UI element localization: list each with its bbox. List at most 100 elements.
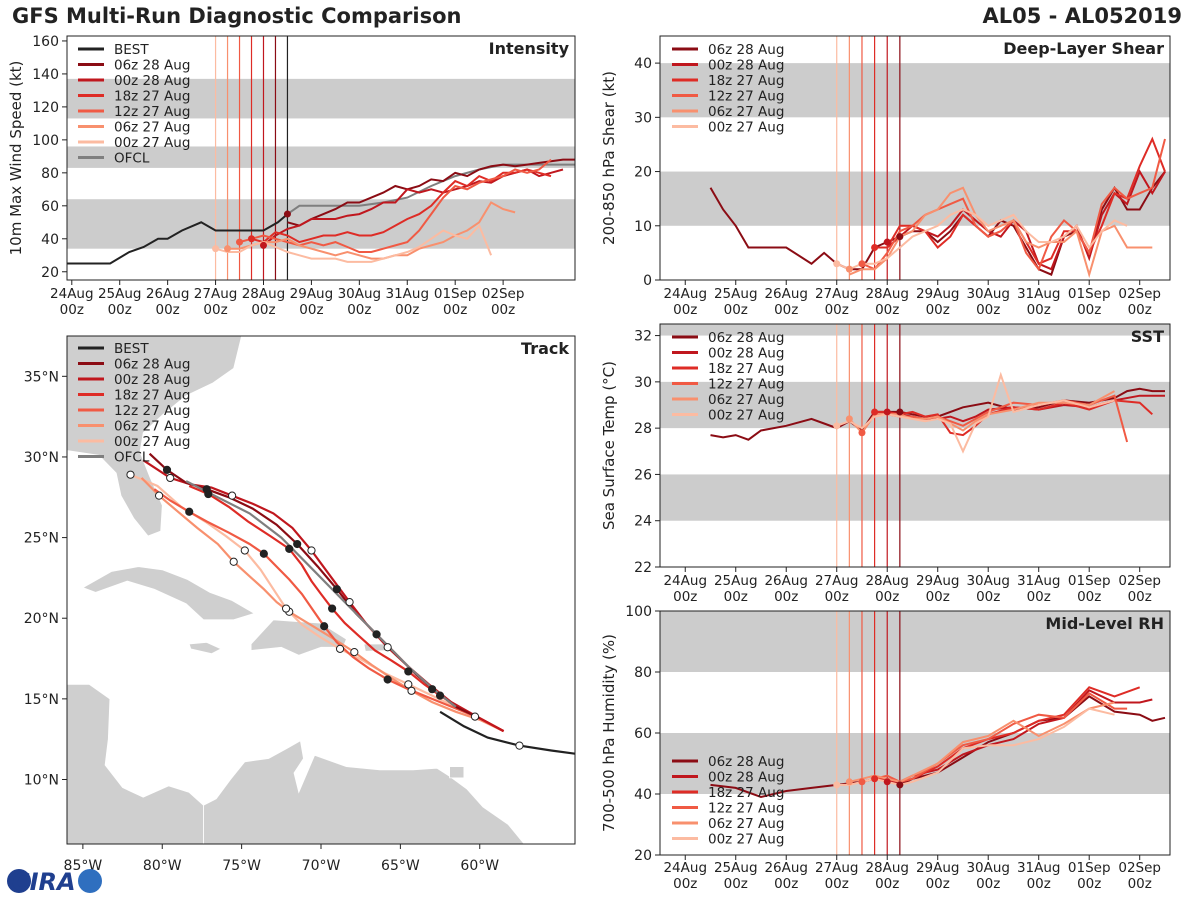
x-tick-date: 24Aug (663, 573, 707, 589)
legend-label: OFCL (114, 450, 150, 466)
y-tick-label: 28 (634, 421, 652, 437)
x-tick-hour: 00z (926, 302, 950, 318)
y-tick-label: 40 (634, 56, 652, 72)
x-tick-date: 01Sep (1068, 573, 1111, 589)
legend-label: 06z 28 Aug (114, 58, 190, 74)
panel-intensity: 2040608010012014016024Aug00z25Aug00z26Au… (7, 34, 576, 318)
x-tick-hour: 00z (875, 302, 899, 318)
series-line-00z-27-aug (836, 371, 1115, 454)
track-position-marker (293, 539, 302, 549)
x-tick-hour: 00z (976, 876, 1000, 892)
track-line-best (439, 710, 575, 755)
x-tick-date: 26Aug (764, 860, 808, 876)
x-tick-date: 30Aug (966, 573, 1010, 589)
legend-label: OFCL (114, 151, 150, 167)
legend-label: 00z 27 Aug (114, 135, 190, 151)
x-tick-date: 26Aug (146, 286, 190, 302)
y-tick-label: 80 (41, 166, 59, 182)
legend-label: 06z 27 Aug (114, 419, 190, 435)
x-tick-date: 27Aug (815, 573, 859, 589)
legend-label: 06z 28 Aug (708, 754, 784, 770)
series-line-12z-27-aug (239, 158, 552, 253)
panel-title: Intensity (489, 39, 570, 58)
x-tick-label: 75°W (222, 858, 261, 874)
axes-frame (659, 323, 1171, 568)
x-tick-hour: 00z (156, 302, 180, 318)
cira-swirl-icon (78, 869, 102, 893)
x-tick-hour: 00z (976, 589, 1000, 605)
x-tick-date: 01Sep (1068, 860, 1111, 876)
x-tick-hour: 00z (673, 876, 697, 892)
legend-label: 06z 27 Aug (708, 816, 784, 832)
x-tick-hour: 00z (926, 589, 950, 605)
init-marker (883, 238, 891, 246)
legend-label: BEST (114, 42, 149, 58)
init-marker (283, 210, 291, 218)
x-tick-date: 24Aug (663, 860, 707, 876)
panel-title: Mid-Level RH (1045, 614, 1164, 633)
legend-label: BEST (114, 341, 149, 357)
x-tick-date: 31Aug (385, 286, 429, 302)
shaded-band (660, 733, 1170, 794)
x-tick-hour: 00z (774, 302, 798, 318)
x-tick-label: 70°W (302, 858, 341, 874)
x-tick-date: 26Aug (764, 286, 808, 302)
x-tick-hour: 00z (1027, 876, 1051, 892)
y-tick-label: 15°N (24, 692, 59, 708)
x-tick-date: 31Aug (1017, 286, 1061, 302)
x-tick-date: 25Aug (714, 286, 758, 302)
legend-label: 12z 27 Aug (708, 377, 784, 393)
x-tick-hour: 00z (347, 302, 371, 318)
storm-id: AL05 - AL052019 (982, 4, 1183, 28)
y-axis-label: 10m Max Wind Speed (kt) (7, 61, 25, 256)
legend-label: 18z 27 Aug (708, 73, 784, 89)
init-marker (833, 781, 841, 789)
legend-label: 06z 27 Aug (708, 104, 784, 120)
land-cuba (81, 566, 256, 621)
x-tick-date: 29Aug (916, 860, 960, 876)
track-position-marker (345, 597, 354, 607)
x-tick-label: 65°W (381, 858, 420, 874)
series-line-12z-27-aug (861, 692, 1128, 783)
x-tick-date: 26Aug (764, 573, 808, 589)
x-tick-hour: 00z (724, 589, 748, 605)
init-marker (896, 233, 904, 241)
x-tick-hour: 00z (491, 302, 515, 318)
track-line-12z-27-aug (153, 488, 505, 733)
y-tick-label: 35°N (24, 369, 59, 385)
cira-logo: CIRA (7, 868, 102, 896)
panel-sst: 22242628303224Aug00z25Aug00z26Aug00z27Au… (600, 323, 1171, 605)
x-tick-date: 02Sep (1118, 286, 1161, 302)
y-tick-label: 80 (634, 665, 652, 681)
track-line-06z-27-aug (140, 477, 505, 733)
panel-shear: 01020304024Aug00z25Aug00z26Aug00z27Aug00… (600, 35, 1171, 318)
track-position-marker (332, 585, 341, 594)
init-marker (896, 408, 904, 416)
x-tick-date: 28Aug (865, 286, 909, 302)
init-marker (845, 265, 853, 273)
y-tick-label: 30 (634, 110, 652, 126)
track-position-marker (328, 604, 337, 613)
panel-title: Deep-Layer Shear (1003, 39, 1164, 58)
y-tick-label: 20 (634, 165, 652, 181)
init-marker (883, 778, 891, 786)
track-position-marker (154, 491, 164, 500)
track-position-marker (350, 647, 359, 657)
land-trinidad (449, 766, 465, 779)
track-position-marker (166, 473, 175, 483)
shaded-band (660, 611, 1170, 672)
y-tick-label: 26 (634, 467, 652, 483)
x-tick-hour: 00z (825, 302, 849, 318)
x-tick-hour: 00z (1077, 589, 1101, 605)
x-tick-hour: 00z (1128, 876, 1152, 892)
cira-logo-text: CIRA (12, 868, 76, 896)
x-tick-hour: 00z (875, 876, 899, 892)
x-tick-hour: 00z (926, 876, 950, 892)
legend-label: 00z 28 Aug (708, 770, 784, 786)
legend-label: 18z 27 Aug (114, 89, 190, 105)
x-tick-hour: 00z (825, 876, 849, 892)
legend-label: 06z 28 Aug (708, 330, 784, 346)
legend-label: 00z 27 Aug (708, 408, 784, 424)
series-line-best (67, 213, 289, 265)
cira-globe-icon (7, 869, 31, 893)
